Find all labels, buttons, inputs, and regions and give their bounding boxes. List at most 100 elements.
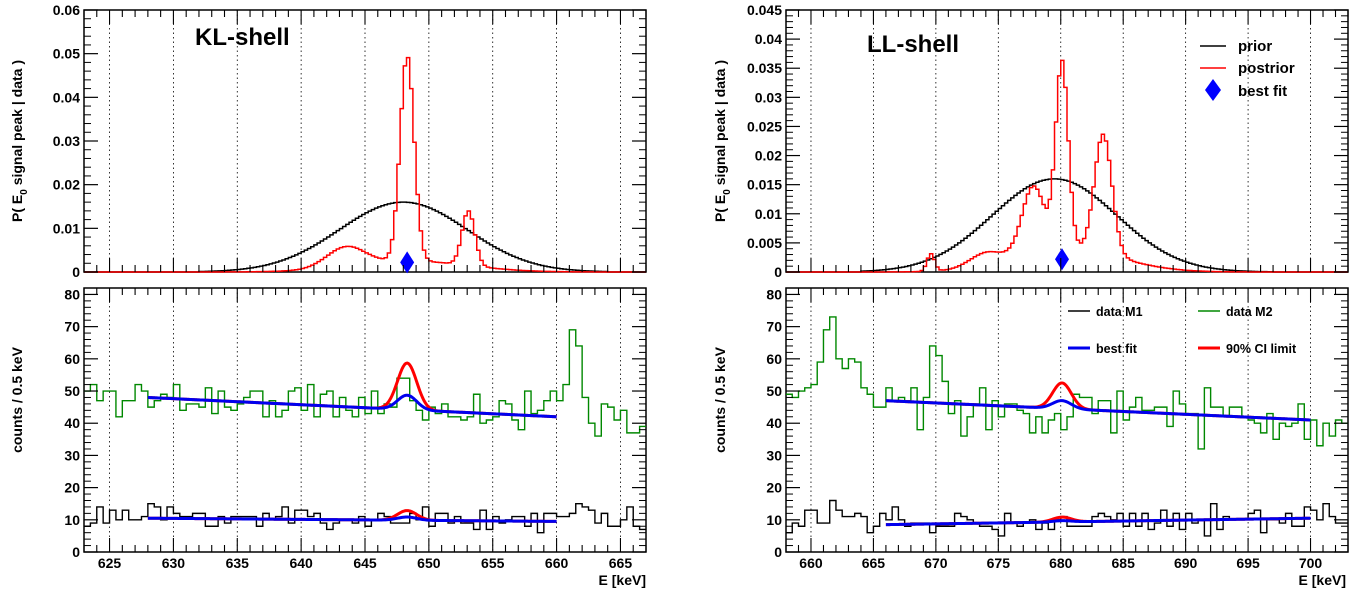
y-tick-label: 20 — [766, 480, 782, 496]
series-group — [84, 56, 646, 274]
x-ticks: 660 665 670 675 680 685 690 695 700 — [785, 288, 1349, 571]
y-tick-label: 40 — [64, 415, 80, 431]
x-tick-label: 690 — [1174, 555, 1198, 571]
grid-lines — [810, 10, 1311, 272]
legend-swatch-best-fit — [1205, 79, 1221, 101]
y-tick-label: 0.01 — [53, 220, 80, 236]
series-group — [84, 329, 646, 534]
x-tick-label: 695 — [1236, 555, 1260, 571]
kl-shell-posterior-panel: 0 0.01 0.02 0.03 0.04 0.05 0.06 KL-shell P( E0… — [9, 2, 647, 280]
y-tick-label: 0.04 — [53, 89, 80, 105]
x-tick-label: 670 — [924, 555, 948, 571]
legend-label-data-m1: data M1 — [1096, 305, 1143, 319]
y-ticks: 0 10 20 30 40 50 60 70 80 — [64, 286, 646, 560]
y-tick-label: 30 — [766, 447, 782, 463]
series-data-m1 — [84, 503, 646, 534]
series-prior — [84, 201, 646, 273]
x-ticks: 625 630 635 640 645 650 655 660 665 — [83, 288, 647, 571]
legend-label-data-m2: data M2 — [1226, 305, 1273, 319]
y-tick-label: 50 — [766, 383, 782, 399]
x-tick-label: 630 — [162, 555, 186, 571]
legend-label-best-fit: best fit — [1238, 83, 1287, 100]
y-tick-label: 0.06 — [53, 2, 80, 18]
y-tick-label: 0 — [774, 544, 782, 560]
y-tick-label: 0.035 — [747, 60, 782, 76]
legend-label-ci-limit: 90% CI limit — [1226, 342, 1297, 356]
y-ticks: 0 0.005 0.01 0.015 0.02 0.025 0.03 0.035 0.04 0.0… — [747, 2, 1348, 280]
y-tick-label: 0 — [774, 264, 782, 280]
x-tick-label: 660 — [545, 555, 569, 571]
y-tick-label: 0.005 — [747, 235, 782, 251]
series-postrior — [84, 56, 646, 273]
legend-label-best-fit: best fit — [1096, 342, 1138, 356]
y-tick-label: 70 — [766, 319, 782, 335]
x-tick-label: 625 — [98, 555, 122, 571]
series-best-fit-m1 — [147, 515, 557, 523]
ll-shell-posterior-panel: 0 0.005 0.01 0.015 0.02 0.025 0.03 0.035 0.04 0.0… — [712, 2, 1349, 280]
y-tick-label: 0.04 — [755, 31, 782, 47]
y-tick-label: 60 — [64, 351, 80, 367]
y-tick-label: 0.025 — [747, 118, 782, 134]
x-tick-label: 675 — [987, 555, 1011, 571]
x-axis-title: E [keV] — [1299, 572, 1346, 588]
y-tick-label: 0.02 — [53, 177, 80, 193]
y-tick-label: 60 — [766, 351, 782, 367]
y-axis-title: counts / 0.5 keV — [712, 346, 728, 452]
y-ticks: 0 10 20 30 40 50 60 70 80 — [766, 286, 1348, 560]
series-data-m2 — [84, 329, 646, 437]
x-tick-label: 665 — [609, 555, 633, 571]
series-best-fit-m1 — [885, 516, 1311, 527]
series-best-fit-m2 — [885, 399, 1311, 422]
x-ticks — [83, 10, 647, 272]
x-axis-title: E [keV] — [599, 572, 646, 588]
series-postrior — [786, 59, 1348, 273]
y-tick-label: 0.03 — [755, 89, 782, 105]
legend: data M1 data M2 best fit 90% CI limit — [1068, 305, 1297, 356]
y-tick-label: 0.03 — [53, 133, 80, 149]
best-fit-marker — [1055, 248, 1070, 271]
y-tick-label: 0.015 — [747, 177, 782, 193]
y-tick-label: 0 — [72, 544, 80, 560]
y-tick-label: 0.045 — [747, 2, 782, 18]
legend-label-posterior: postrior — [1238, 60, 1295, 77]
y-tick-label: 40 — [766, 415, 782, 431]
y-axis-title: counts / 0.5 keV — [9, 346, 25, 452]
y-tick-label: 70 — [64, 319, 80, 335]
x-tick-label: 655 — [481, 555, 505, 571]
series-group — [786, 59, 1348, 273]
y-tick-label: 20 — [64, 480, 80, 496]
y-tick-label: 0.02 — [755, 148, 782, 164]
series-prior — [786, 178, 1348, 273]
x-tick-label: 645 — [353, 555, 377, 571]
series-best-fit-m2 — [147, 393, 557, 419]
x-tick-label: 650 — [417, 555, 441, 571]
y-tick-label: 30 — [64, 447, 80, 463]
y-tick-label: 0 — [72, 264, 80, 280]
x-tick-label: 635 — [226, 555, 250, 571]
y-tick-label: 0.05 — [53, 46, 80, 62]
series-data-m2 — [786, 316, 1348, 450]
y-tick-label: 10 — [64, 512, 80, 528]
y-tick-label: 80 — [766, 286, 782, 302]
y-axis-title: P( E0 signal peak | data ) — [9, 60, 30, 222]
panel-title: KL-shell — [195, 24, 290, 51]
panel-title: LL-shell — [867, 31, 959, 58]
y-ticks: 0 0.01 0.02 0.03 0.04 0.05 0.06 — [53, 2, 646, 280]
x-tick-label: 640 — [289, 555, 313, 571]
x-tick-label: 680 — [1049, 555, 1073, 571]
y-tick-label: 0.01 — [755, 206, 782, 222]
x-tick-label: 665 — [862, 555, 886, 571]
x-ticks — [785, 10, 1349, 272]
grid-lines — [109, 10, 621, 272]
x-tick-label: 660 — [799, 555, 823, 571]
legend-label-prior: prior — [1238, 38, 1272, 55]
x-tick-label: 685 — [1112, 555, 1136, 571]
x-tick-label: 700 — [1299, 555, 1323, 571]
y-axis-title: P( E0 signal peak | data ) — [712, 60, 733, 222]
legend: prior postrior best fit — [1200, 38, 1295, 101]
y-tick-label: 10 — [766, 512, 782, 528]
series-group — [786, 316, 1348, 537]
y-tick-label: 50 — [64, 383, 80, 399]
